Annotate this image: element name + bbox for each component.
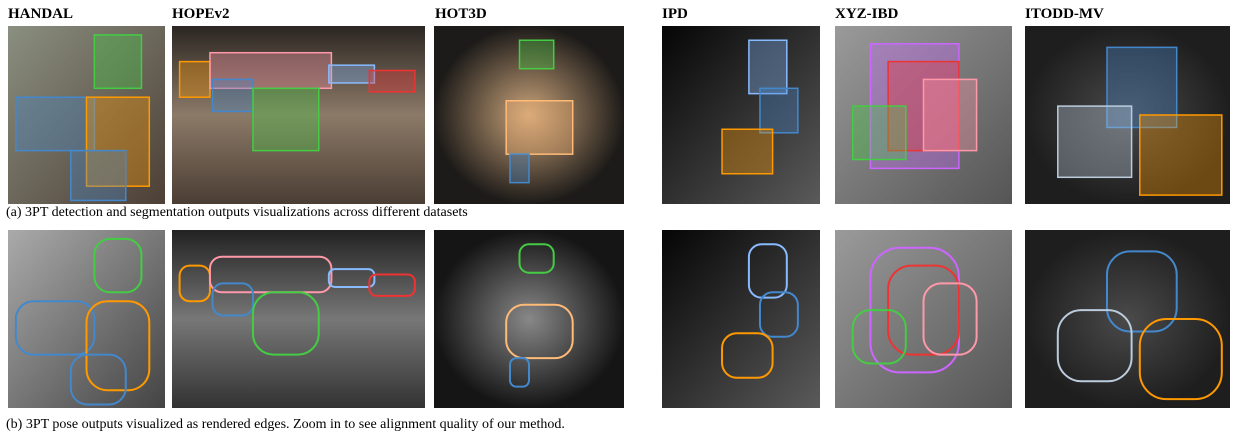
detection-box (369, 71, 415, 92)
detection-box (329, 65, 375, 83)
detection-box (253, 88, 319, 150)
caption: (a) 3PT detection and segmentation outpu… (6, 205, 468, 220)
caption: (b) 3PT pose outputs visualized as rende… (6, 417, 565, 432)
figure: HANDAL HOPEv2 HOT3D IPD XYZ-IBD ITODD-MV… (0, 0, 1258, 434)
detection-box (722, 129, 773, 174)
detection-box (1058, 106, 1132, 177)
detection-box (760, 88, 798, 133)
detection-box (1140, 115, 1222, 195)
detection-box (180, 62, 210, 98)
detection-box (16, 97, 95, 150)
detection-box (924, 79, 977, 150)
detection-box (520, 40, 554, 68)
detection-box (71, 151, 126, 201)
dataset-label: HANDAL (8, 6, 73, 22)
dataset-label: HOPEv2 (172, 6, 230, 22)
dataset-label: ITODD-MV (1025, 6, 1104, 22)
detection-box (212, 79, 252, 111)
detection-box (506, 101, 573, 154)
dataset-label: HOT3D (435, 6, 487, 22)
detection-box (749, 40, 787, 93)
page: HANDAL HOPEv2 HOT3D IPD XYZ-IBD ITODD-MV… (0, 0, 1258, 434)
detection-box (853, 106, 906, 159)
detection-box (94, 35, 141, 88)
detection-box (510, 154, 529, 182)
image-panel (662, 230, 820, 408)
dataset-label: IPD (662, 6, 688, 22)
dataset-label: XYZ-IBD (835, 6, 899, 22)
